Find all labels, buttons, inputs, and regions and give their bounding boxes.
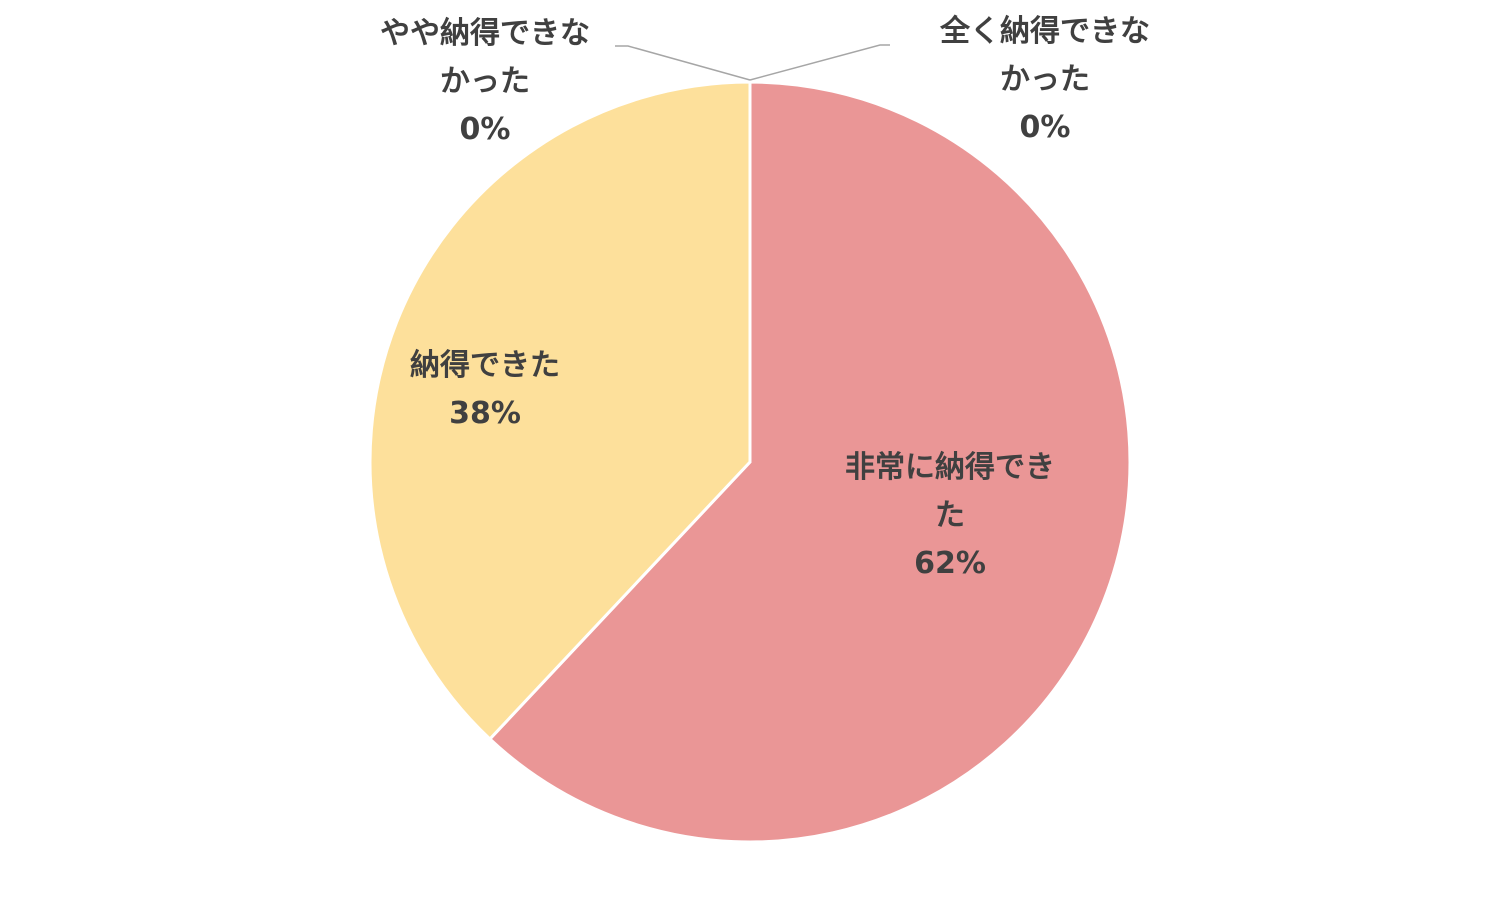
- label-name: 納得できた: [410, 348, 560, 383]
- label-value: 38%: [449, 396, 521, 431]
- data-label: 全く納得できなかった 0%: [929, 8, 1161, 152]
- label-value: 62%: [914, 546, 986, 581]
- leader-line: [749, 44, 890, 81]
- data-label: 納得できた 38%: [369, 342, 601, 438]
- pie-slice: [487, 80, 1132, 844]
- data-label: 非常に納得できた 62%: [834, 444, 1066, 588]
- label-name: 全く納得できなかった: [940, 14, 1150, 97]
- pie-slice: [368, 80, 752, 742]
- data-label: やや納得できなかった 0%: [369, 10, 601, 154]
- label-name: やや納得できなかった: [380, 16, 590, 99]
- label-value: 0%: [459, 112, 511, 147]
- label-name: 非常に納得できた: [845, 450, 1055, 533]
- leader-line: [615, 45, 751, 81]
- label-value: 0%: [1019, 110, 1071, 145]
